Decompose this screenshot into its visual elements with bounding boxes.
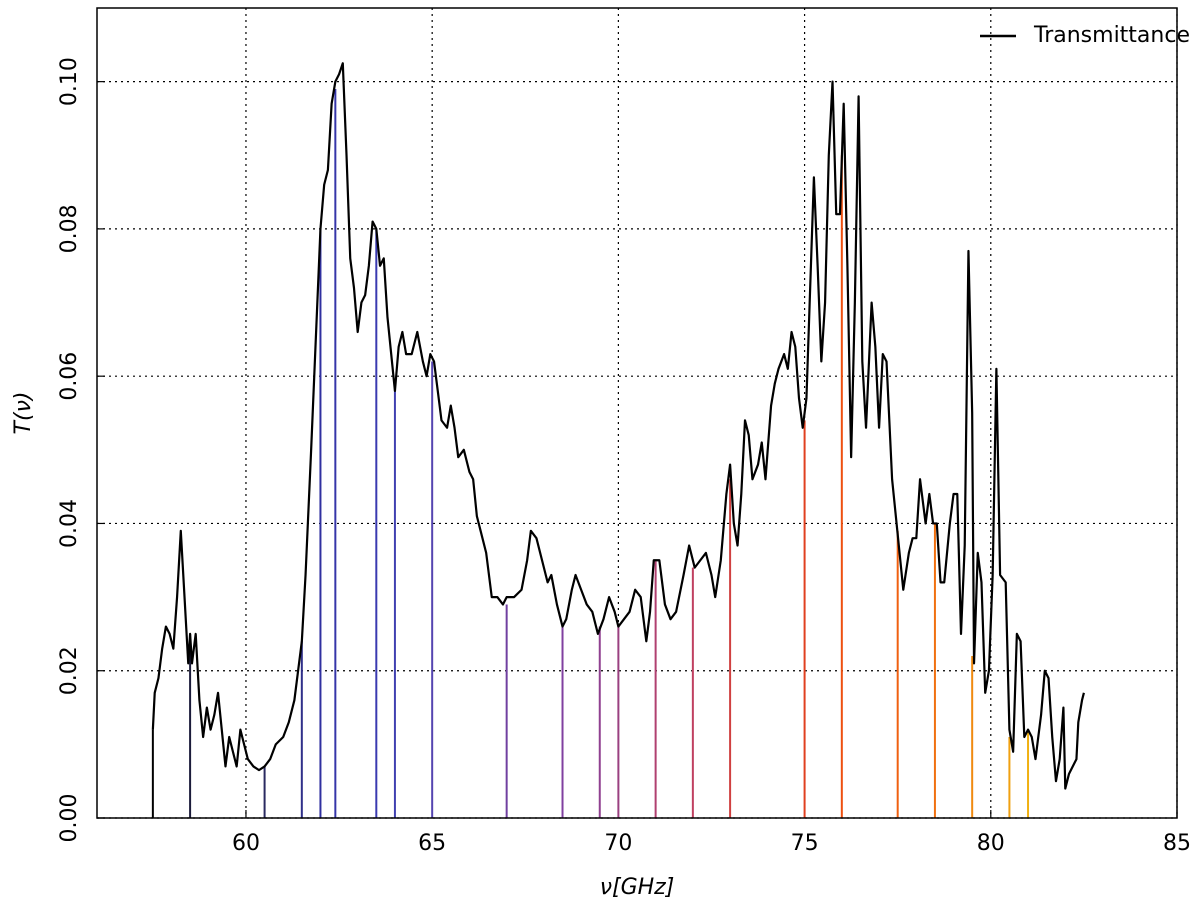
y-axis-label: T(ν) — [11, 392, 36, 435]
y-tick-label: 0.04 — [57, 499, 82, 548]
x-tick-label: 85 — [1163, 831, 1191, 856]
y-tick-label: 0.00 — [57, 794, 82, 843]
y-tick-label: 0.02 — [57, 646, 82, 695]
y-tick-label: 0.06 — [57, 352, 82, 401]
x-axis-label: ν[GHz] — [600, 875, 675, 900]
x-tick-label: 60 — [232, 831, 260, 856]
x-tick-label: 70 — [604, 831, 632, 856]
legend-label: Transmittance — [1033, 23, 1190, 48]
plot-frame — [96, 7, 1178, 819]
x-tick-label: 75 — [791, 831, 819, 856]
y-tick-label: 0.08 — [57, 204, 82, 253]
line — [151, 62, 1085, 790]
y-tick-label: 0.10 — [57, 57, 82, 106]
x-tick-label: 65 — [418, 831, 446, 856]
x-tick-label: 80 — [977, 831, 1005, 856]
